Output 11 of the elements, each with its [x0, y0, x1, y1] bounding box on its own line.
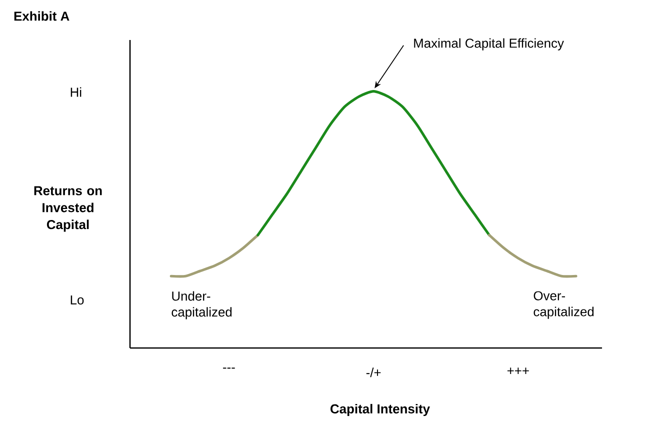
annotation: Over-capitalized: [534, 291, 594, 319]
annotation: Under-capitalized: [172, 291, 232, 320]
x-tick-label: -/+: [366, 368, 381, 378]
x-tick-label: ---: [223, 368, 235, 369]
annotation: Maximal Capital Efficiency: [414, 38, 564, 50]
x-axis-title: Capital Intensity: [330, 404, 430, 416]
y-axis-title: Returns on Invested Capital: [34, 186, 102, 232]
text: Hi: [70, 87, 82, 97]
x-tick-label: +++: [507, 368, 529, 374]
text: Exhibit A: [14, 11, 70, 21]
text: Lo: [70, 295, 84, 305]
